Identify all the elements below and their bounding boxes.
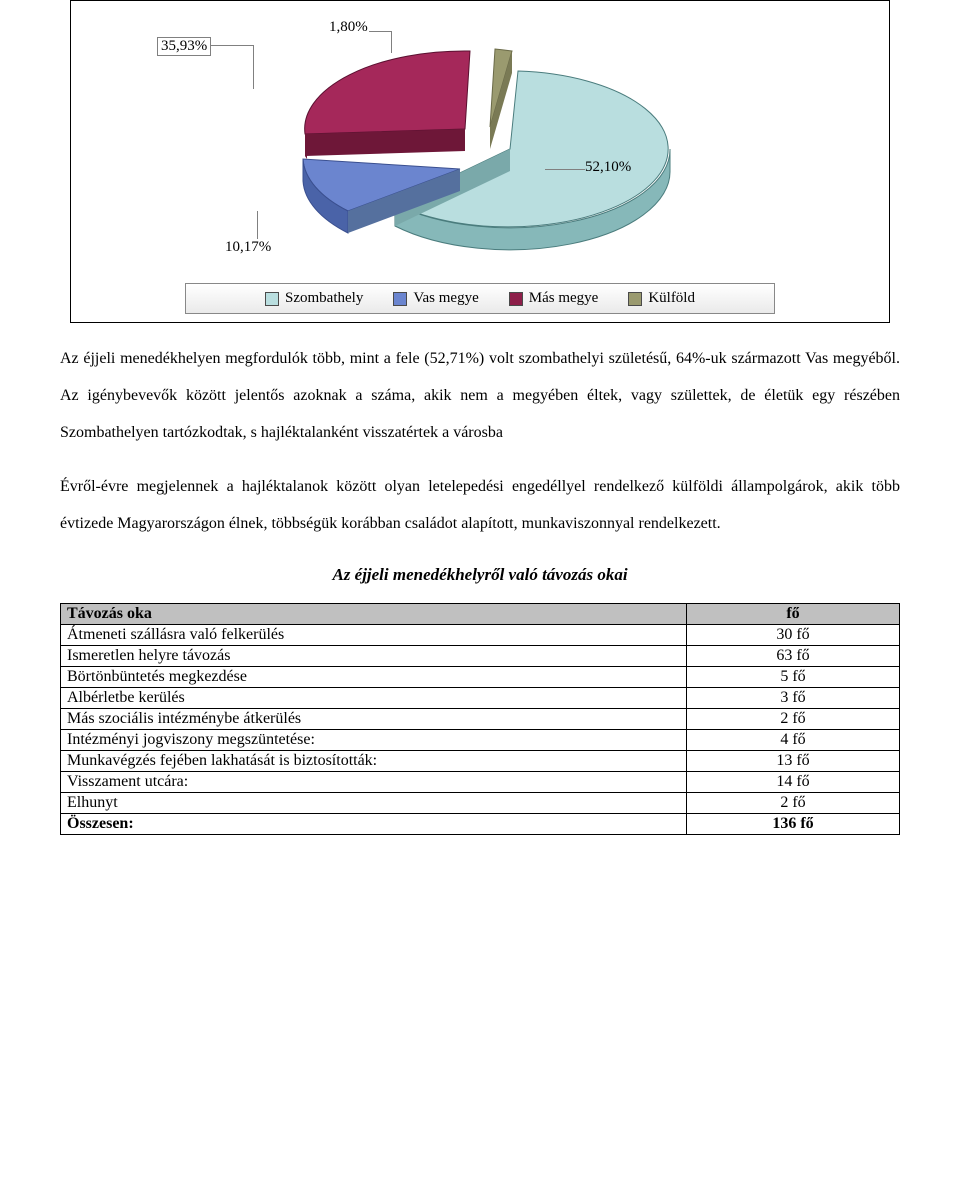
table-cell-count: 13 fő: [687, 750, 900, 771]
pie-label-vas-megye: 10,17%: [225, 239, 271, 256]
legend-label: Vas megye: [413, 290, 478, 307]
table-row: Átmeneti szállásra való felkerülés30 fő: [61, 624, 900, 645]
table-cell-count: 30 fő: [687, 624, 900, 645]
body-text: Az éjjeli menedékhelyen megfordulók több…: [60, 341, 900, 543]
table-cell-count: 5 fő: [687, 666, 900, 687]
table-footer-count: 136 fő: [687, 813, 900, 834]
pie-label-kulfold: 1,80%: [329, 19, 368, 36]
table-cell-count: 14 fő: [687, 771, 900, 792]
table-cell-count: 63 fő: [687, 645, 900, 666]
table-row: Börtönbüntetés megkezdése5 fő: [61, 666, 900, 687]
legend-item: Más megye: [509, 290, 599, 307]
table-row: Elhunyt2 fő: [61, 792, 900, 813]
table-row: Intézményi jogviszony megszüntetése:4 fő: [61, 729, 900, 750]
paragraph-1: Az éjjeli menedékhelyen megfordulók több…: [60, 341, 900, 451]
table-cell-reason: Intézményi jogviszony megszüntetése:: [61, 729, 687, 750]
pie-chart: 35,93% 1,80% 52,10% 10,17%: [85, 9, 875, 279]
table-cell-reason: Ismeretlen helyre távozás: [61, 645, 687, 666]
table-cell-reason: Börtönbüntetés megkezdése: [61, 666, 687, 687]
table-row: Visszament utcára:14 fő: [61, 771, 900, 792]
legend-item: Külföld: [628, 290, 695, 307]
table-title: Az éjjeli menedékhelyről való távozás ok…: [60, 565, 900, 585]
legend-swatch: [265, 292, 279, 306]
legend-swatch: [628, 292, 642, 306]
table-cell-reason: Albérletbe kerülés: [61, 687, 687, 708]
table-cell-reason: Átmeneti szállásra való felkerülés: [61, 624, 687, 645]
legend-label: Más megye: [529, 290, 599, 307]
pie-legend: Szombathely Vas megye Más megye Külföld: [185, 283, 775, 314]
table-cell-count: 2 fő: [687, 792, 900, 813]
reasons-table: Távozás oka fő Átmeneti szállásra való f…: [60, 603, 900, 835]
pie-label-mas-megye: 35,93%: [157, 37, 211, 56]
legend-label: Külföld: [648, 290, 695, 307]
paragraph-2: Évről-évre megjelennek a hajléktalanok k…: [60, 469, 900, 543]
table-row: Ismeretlen helyre távozás63 fő: [61, 645, 900, 666]
legend-item: Vas megye: [393, 290, 478, 307]
legend-swatch: [509, 292, 523, 306]
legend-swatch: [393, 292, 407, 306]
legend-label: Szombathely: [285, 290, 363, 307]
table-cell-count: 3 fő: [687, 687, 900, 708]
table-row: Más szociális intézménybe átkerülés2 fő: [61, 708, 900, 729]
pie-chart-container: 35,93% 1,80% 52,10% 10,17% Szombathely V…: [70, 0, 890, 323]
table-cell-reason: Elhunyt: [61, 792, 687, 813]
table-row: Albérletbe kerülés3 fő: [61, 687, 900, 708]
table-footer-label: Összesen:: [61, 813, 687, 834]
pie-label-szombathely: 52,10%: [585, 159, 631, 176]
table-header-count: fő: [687, 603, 900, 624]
table-cell-reason: Munkavégzés fejében lakhatását is biztos…: [61, 750, 687, 771]
legend-item: Szombathely: [265, 290, 363, 307]
table-cell-count: 4 fő: [687, 729, 900, 750]
table-header-reason: Távozás oka: [61, 603, 687, 624]
table-cell-reason: Visszament utcára:: [61, 771, 687, 792]
table-cell-reason: Más szociális intézménybe átkerülés: [61, 708, 687, 729]
table-row: Munkavégzés fejében lakhatását is biztos…: [61, 750, 900, 771]
table-cell-count: 2 fő: [687, 708, 900, 729]
